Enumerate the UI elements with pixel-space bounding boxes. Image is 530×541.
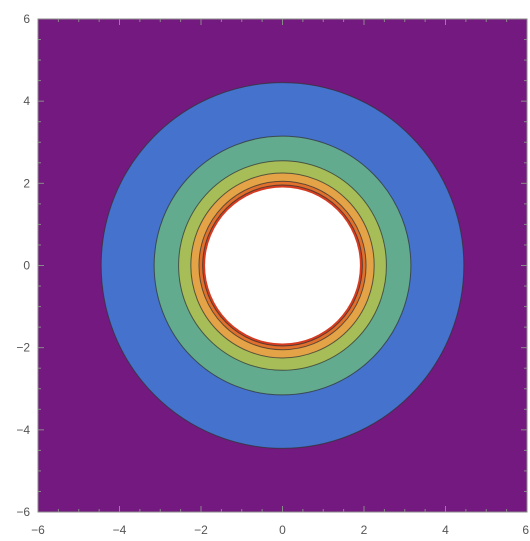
y-tick-label: 4 <box>23 94 30 108</box>
x-tick-label: 0 <box>279 523 286 537</box>
y-tick-label: 6 <box>23 12 30 26</box>
y-tick-label: 2 <box>23 176 30 190</box>
y-tick-label: −6 <box>16 505 30 519</box>
x-tick-label: −6 <box>31 523 45 537</box>
x-tick-label: −2 <box>194 523 208 537</box>
plot-area <box>38 19 527 512</box>
inner-hole <box>205 187 360 344</box>
axes: −6 −4 −2 0 2 4 6 −6 −4 −2 0 2 4 6 <box>16 12 529 537</box>
x-tick-label: 2 <box>361 523 368 537</box>
y-tick-label: −4 <box>16 423 30 437</box>
x-tick-label: 4 <box>442 523 449 537</box>
x-tick-label: 6 <box>522 523 529 537</box>
y-tick-label: 0 <box>23 259 30 273</box>
y-tick-label: −2 <box>16 341 30 355</box>
x-tick-label: −4 <box>113 523 127 537</box>
